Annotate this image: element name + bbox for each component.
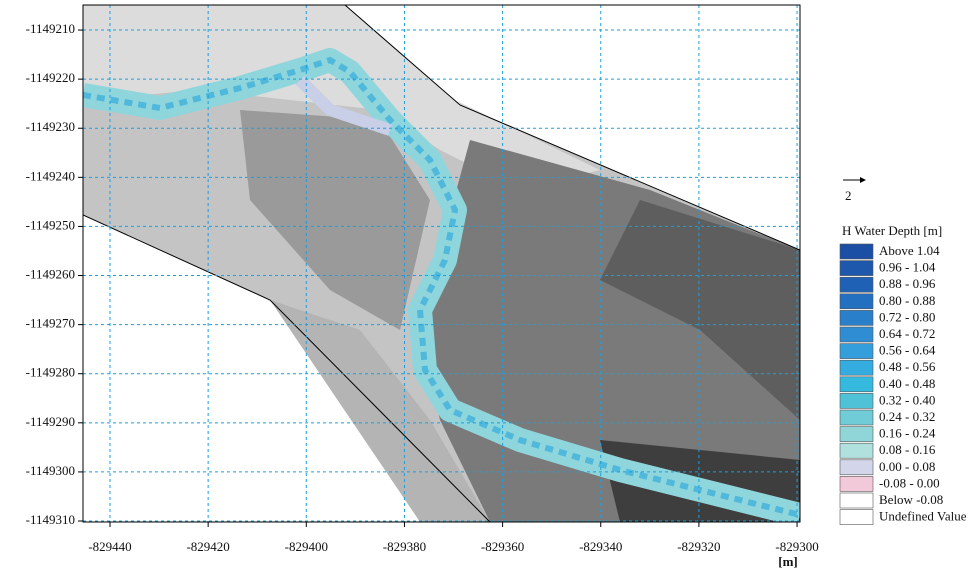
legend-swatch <box>840 460 873 475</box>
legend-label: Undefined Value <box>879 509 967 524</box>
legend-swatch <box>840 310 873 325</box>
legend-swatch <box>840 344 873 359</box>
x-tick-label: -829420 <box>186 539 229 554</box>
x-tick-label: -829380 <box>383 539 426 554</box>
legend-label: 0.32 - 0.40 <box>879 392 935 407</box>
legend-label: 0.24 - 0.32 <box>879 409 935 424</box>
y-tick-label: -1149220 <box>26 70 75 85</box>
y-tick-label: -1149270 <box>26 316 75 331</box>
legend: Above 1.04 0.96 - 1.040.88 - 0.96 0.80 - 0… <box>840 243 967 525</box>
legend-swatch <box>840 277 873 292</box>
x-tick-label: -829300 <box>775 539 818 554</box>
legend-label: 0.88 - 0.96 <box>879 276 936 291</box>
legend-swatch <box>840 327 873 342</box>
y-tick-label: -1149290 <box>26 414 75 429</box>
legend-swatch <box>840 261 873 276</box>
legend-swatch <box>840 493 873 508</box>
map-view: [m] 2 H Water Depth [m] Above 1.04 0.96 -… <box>0 0 980 575</box>
legend-label: 0.40 - 0.48 <box>879 376 935 391</box>
legend-label: 0.08 - 0.16 <box>879 442 936 457</box>
legend-label: 0.64 - 0.72 <box>879 326 935 341</box>
x-tick-label: -829440 <box>88 539 131 554</box>
legend-swatch <box>840 244 873 259</box>
legend-swatch <box>840 476 873 491</box>
legend-swatch <box>840 360 873 375</box>
vector-scale: 2 <box>845 188 852 203</box>
legend-swatch <box>840 410 873 425</box>
legend-label: Below -0.08 <box>879 492 943 507</box>
legend-label: 0.80 - 0.88 <box>879 293 935 308</box>
y-tick-label: -1149260 <box>26 267 75 282</box>
legend-swatch <box>840 443 873 458</box>
legend-label: 0.00 - 0.08 <box>879 459 935 474</box>
y-tick-label: -1149240 <box>26 168 75 183</box>
legend-swatch <box>840 294 873 309</box>
legend-title: H Water Depth [m] <box>842 223 942 238</box>
y-tick-label: -1149230 <box>26 119 75 134</box>
legend-swatch <box>840 510 873 525</box>
legend-swatch <box>840 427 873 442</box>
x-tick-label: -829400 <box>285 539 328 554</box>
legend-swatch <box>840 393 873 408</box>
legend-label: 0.72 - 0.80 <box>879 309 935 324</box>
y-tick-label: -1149310 <box>26 512 75 527</box>
x-tick-label: -829320 <box>677 539 720 554</box>
y-tick-label: -1149300 <box>26 463 75 478</box>
y-tick-label: -1149210 <box>26 21 75 36</box>
terrain <box>83 5 800 522</box>
x-tick-label: -829360 <box>481 539 524 554</box>
legend-label: 0.96 - 1.04 <box>879 260 936 275</box>
y-tick-label: -1149280 <box>26 365 75 380</box>
x-tick-label: -829340 <box>579 539 622 554</box>
axis-unit: [m] <box>778 554 798 569</box>
legend-label: 0.56 - 0.64 <box>879 343 936 358</box>
legend-label: Above 1.04 <box>879 243 940 258</box>
legend-label: -0.08 - 0.00 <box>879 475 940 490</box>
y-tick-label: -1149250 <box>26 217 75 232</box>
vector-arrow-head <box>860 177 866 183</box>
legend-label: 0.16 - 0.24 <box>879 426 936 441</box>
legend-swatch <box>840 377 873 392</box>
legend-label: 0.48 - 0.56 <box>879 359 936 374</box>
